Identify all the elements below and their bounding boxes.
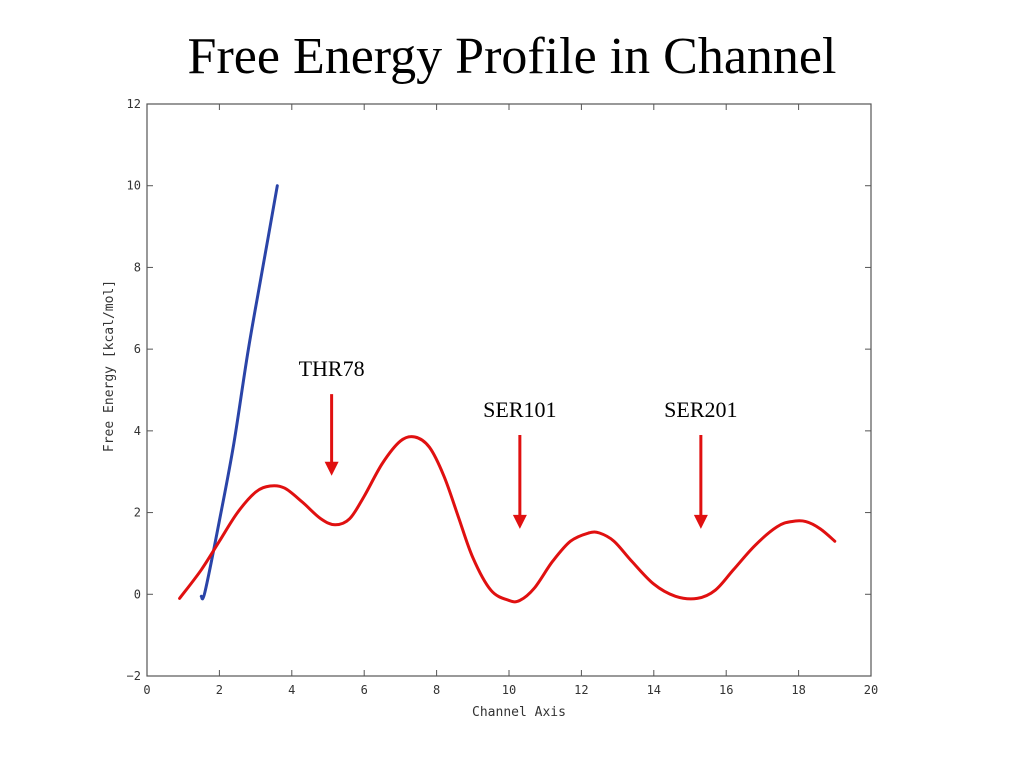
annotations-layer: THR78 SER101 SER201 <box>299 356 738 529</box>
x-tick-label: 0 <box>143 683 150 697</box>
y-tick-label: 10 <box>127 179 141 193</box>
x-tick-label: 12 <box>574 683 588 697</box>
x-axis-label: Channel Axis <box>472 705 566 720</box>
y-tick-label: 12 <box>127 97 141 111</box>
blue-series-line <box>199 184 279 601</box>
annotation-label: SER201 <box>664 397 737 422</box>
annotation-arrow-head <box>693 514 708 529</box>
plot-frame <box>146 103 872 677</box>
series-layer <box>178 184 837 604</box>
x-tick-label: 14 <box>647 683 661 697</box>
x-tick-label: 4 <box>288 683 295 697</box>
x-tick-label: 16 <box>719 683 733 697</box>
x-tick-label: 10 <box>502 683 516 697</box>
y-tick-label: 8 <box>134 260 141 274</box>
annotation-label: SER101 <box>483 397 556 422</box>
x-tick-label: 2 <box>216 683 223 697</box>
y-axis-label: Free Energy [kcal/mol] <box>102 280 117 452</box>
y-tick-label: 4 <box>134 424 141 438</box>
x-tick-label: 6 <box>361 683 368 697</box>
annotation-label: THR78 <box>299 356 365 381</box>
slide-title: Free Energy Profile in Channel <box>187 28 837 85</box>
y-tick-label: 2 <box>134 506 141 520</box>
y-tick-label: 0 <box>134 587 141 601</box>
x-tick-label: 20 <box>864 683 878 697</box>
red-series-line <box>178 435 837 604</box>
annotation-arrow-head <box>512 514 527 529</box>
x-tick-label: 8 <box>433 683 440 697</box>
y-tick-label: 6 <box>134 342 141 356</box>
y-tick-label: −2 <box>127 669 141 683</box>
annotation-arrow-head <box>324 461 339 476</box>
x-tick-label: 18 <box>791 683 805 697</box>
